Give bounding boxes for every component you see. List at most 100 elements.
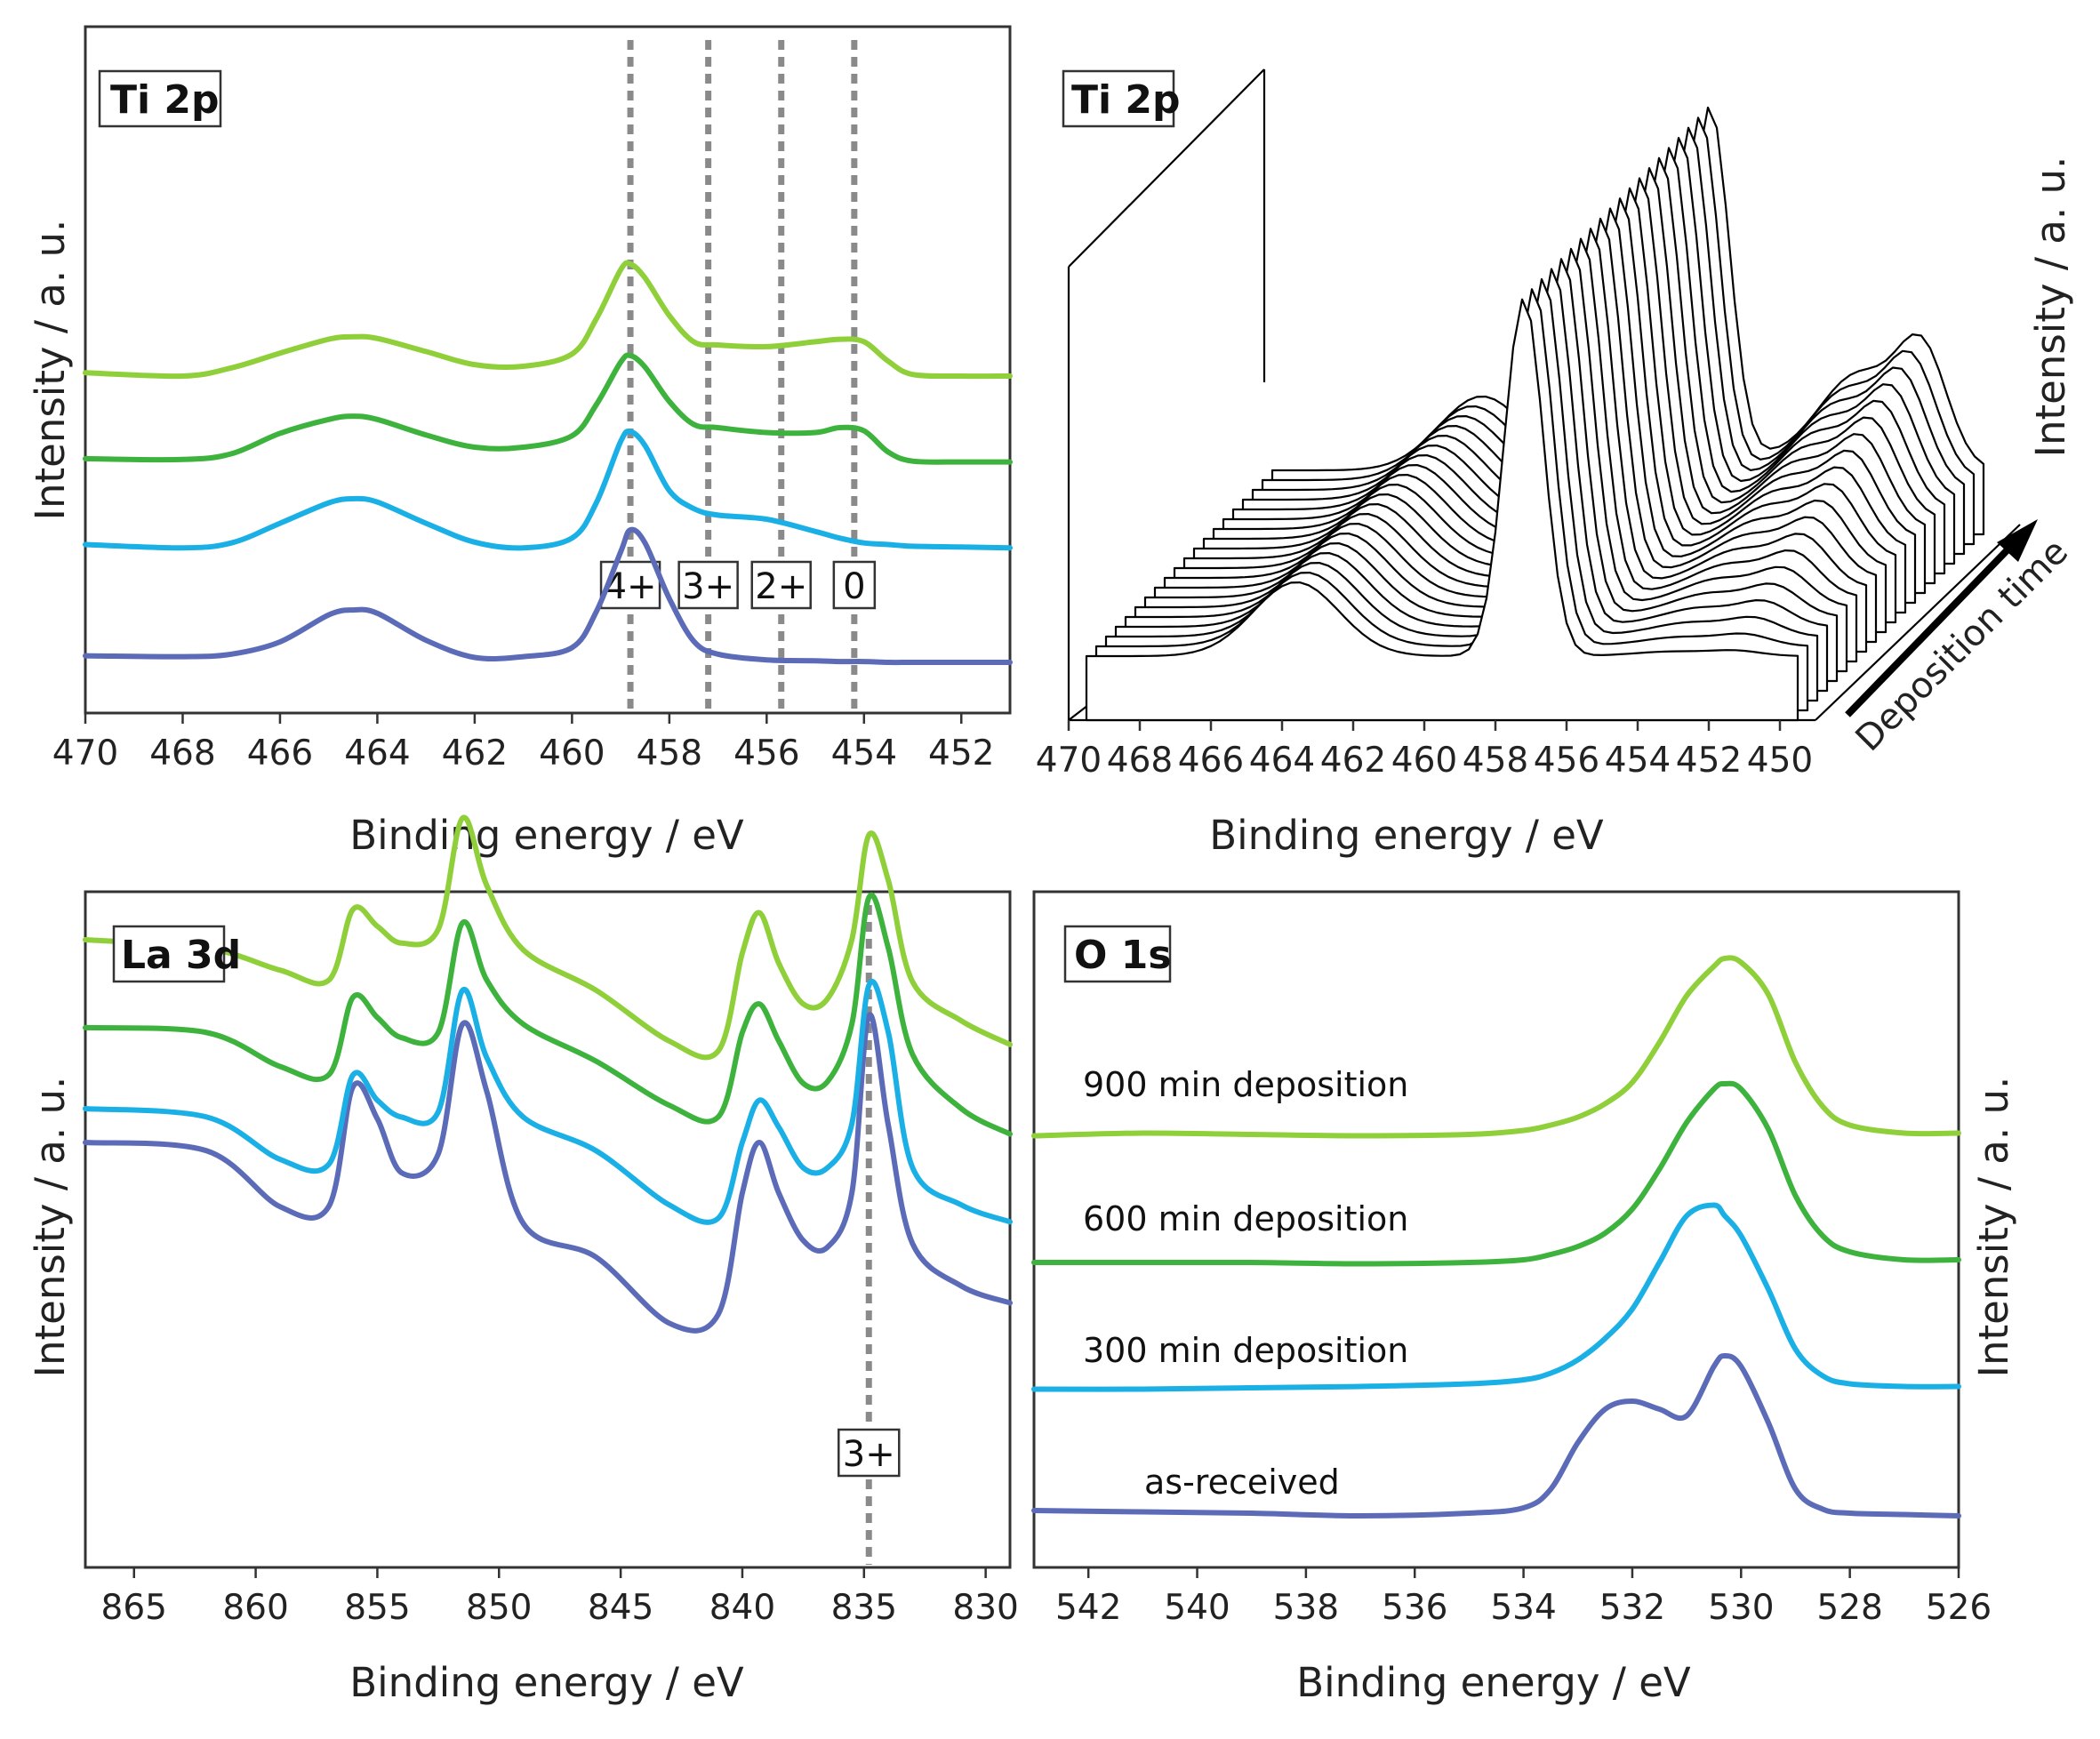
o1s-series-min300 <box>1031 1202 1961 1392</box>
waterfall-x-tick-label: 468 <box>1107 741 1173 781</box>
la3d-x-tick-label: 840 <box>709 1588 775 1628</box>
ti2p-label-box <box>98 69 222 128</box>
o1s-label-box <box>1063 925 1172 983</box>
la3d-x-ticks: 865 860 855 850 845 840 835 830 <box>101 1567 1019 1628</box>
legend-600-min: 600 min deposition <box>1083 1199 1408 1238</box>
waterfall-spectrum <box>1085 298 1799 722</box>
waterfall-x-tick-label: 450 <box>1747 741 1813 781</box>
ti2p-panel-label: Ti 2p <box>110 77 220 123</box>
la3d-x-tick-label: 830 <box>952 1588 1018 1628</box>
o1s-series-min600 <box>1031 1080 1961 1267</box>
ti2p-marker-box <box>832 560 877 610</box>
waterfall-x-tick-label: 466 <box>1178 741 1244 781</box>
o1s-x-tick-label: 530 <box>1708 1588 1774 1628</box>
ti2p-marker-box <box>599 560 661 610</box>
la3d-x-tick-label: 835 <box>831 1588 897 1628</box>
la3d-marker-label: 3+ <box>843 1434 895 1475</box>
o1s-y-axis-label: Intensity / a. u. <box>1970 1077 2017 1378</box>
waterfall-label-box <box>1062 69 1175 128</box>
waterfall-x-tick-label: 464 <box>1249 741 1315 781</box>
o1s-plot-frame <box>1032 890 1960 1569</box>
la3d-plot-frame <box>84 890 1012 1569</box>
legend-900-min: 900 min deposition <box>1083 1065 1408 1104</box>
waterfall-x-tick-label: 462 <box>1320 741 1386 781</box>
o1s-x-ticks: 542 540 538 536 534 532 530 528 526 <box>1055 1567 1992 1628</box>
deposition-time-arrow <box>1845 536 2021 717</box>
la3d-panel-label: La 3d <box>121 933 241 978</box>
ti2p-oxidation-markers: 4+ 3+ 2+ 0 <box>599 40 877 711</box>
o1s-x-tick-label: 540 <box>1164 1588 1230 1628</box>
la3d-label-box <box>112 925 226 983</box>
la3d-marker-box <box>838 1428 901 1478</box>
waterfall-x-tick-label: 470 <box>1036 741 1102 781</box>
ti2p-x-tick-label: 470 <box>52 733 118 773</box>
o1s-x-tick-label: 542 <box>1055 1588 1121 1628</box>
la3d-x-tick-label: 865 <box>101 1588 167 1628</box>
ti2p-x-ticks: 470 468 466 464 462 460 458 456 454 452 <box>52 713 994 773</box>
waterfall-spectra <box>1085 106 1985 722</box>
legend-300-min: 300 min deposition <box>1083 1331 1408 1370</box>
ti2p-x-tick-label: 454 <box>831 733 897 773</box>
ti2p-x-tick-label: 466 <box>247 733 313 773</box>
waterfall-x-tick-label: 456 <box>1534 741 1599 781</box>
waterfall-x-ticks: 470 468 466 464 462 460 458 456 454 452 450 <box>1036 720 1813 781</box>
ti2p-series-min900 <box>83 260 1013 380</box>
o1s-x-tick-label: 536 <box>1382 1588 1447 1628</box>
ti2p-series <box>83 260 1013 666</box>
o1s-panel-label: O 1s <box>1074 933 1172 978</box>
la3d-oxidation-markers: 3+ <box>838 905 901 1565</box>
la3d-spectra-panel: 3+ 865 860 855 850 845 840 835 830 La 3d Bindin… <box>27 814 1019 1706</box>
o1s-x-tick-label: 534 <box>1490 1588 1556 1628</box>
la3d-x-tick-label: 860 <box>222 1588 288 1628</box>
la3d-x-tick-label: 850 <box>466 1588 532 1628</box>
waterfall-panel-label: Ti 2p <box>1071 77 1181 123</box>
o1s-series <box>1031 955 1961 1519</box>
ti2p-series-as_received <box>83 526 1013 666</box>
ti2p-x-tick-label: 452 <box>928 733 994 773</box>
waterfall-x-tick-label: 458 <box>1463 741 1528 781</box>
ti2p-x-tick-label: 458 <box>637 733 702 773</box>
ti2p-plot-frame <box>84 25 1012 715</box>
la3d-x-axis-label: Binding energy / eV <box>349 1659 744 1706</box>
waterfall-y-axis-label: Intensity / a. u. <box>2027 156 2074 458</box>
deposition-time-arrowhead <box>1997 519 2038 562</box>
o1s-x-axis-label: Binding energy / eV <box>1296 1659 1691 1706</box>
ti2p-x-axis-label: Binding energy / eV <box>349 812 744 859</box>
waterfall-x-tick-label: 454 <box>1605 741 1671 781</box>
ti2p-spectra-panel: 4+ 3+ 2+ 0 470 468 466 464 462 460 458 456 454 452 T… <box>27 25 1013 859</box>
ti2p-marker-box <box>677 560 739 610</box>
la3d-series-min300 <box>83 978 1013 1225</box>
la3d-series-min600 <box>83 892 1013 1137</box>
ti2p-x-tick-label: 456 <box>733 733 799 773</box>
la3d-y-axis-label: Intensity / a. u. <box>27 1077 74 1378</box>
o1s-x-tick-label: 526 <box>1926 1588 1992 1628</box>
la3d-series-min900 <box>83 814 1013 1061</box>
o1s-spectra-panel: 542 540 538 536 534 532 530 528 526 O 1s as-rece… <box>1031 890 2017 1706</box>
ti2p-waterfall-panel: 470 468 466 464 462 460 458 456 454 452 450 Ti 2p … <box>1036 68 2076 859</box>
ti2p-marker-label: 0 <box>843 566 865 607</box>
ti2p-y-axis-label: Intensity / a. u. <box>27 220 74 521</box>
ti2p-x-tick-label: 468 <box>149 733 215 773</box>
ti2p-marker-box <box>750 560 812 610</box>
ti2p-series-min300 <box>83 429 1013 551</box>
waterfall-x-tick-label: 460 <box>1391 741 1457 781</box>
legend-as-received: as-received <box>1144 1463 1340 1502</box>
la3d-series-as_received <box>83 1012 1013 1334</box>
ti2p-marker-label: 3+ <box>682 566 734 607</box>
la3d-series <box>83 814 1013 1334</box>
ti2p-x-tick-label: 462 <box>442 733 508 773</box>
ti2p-x-tick-label: 464 <box>344 733 410 773</box>
la3d-x-tick-label: 845 <box>588 1588 653 1628</box>
ti2p-x-tick-label: 460 <box>539 733 605 773</box>
waterfall-x-tick-label: 452 <box>1676 741 1742 781</box>
ti2p-marker-label: 2+ <box>755 566 807 607</box>
la3d-x-tick-label: 855 <box>344 1588 410 1628</box>
o1s-series-min900 <box>1031 955 1961 1139</box>
waterfall-x-axis-label: Binding energy / eV <box>1209 812 1604 859</box>
o1s-series-as_received <box>1031 1352 1961 1519</box>
ti2p-series-min600 <box>83 352 1013 465</box>
o1s-x-tick-label: 538 <box>1273 1588 1339 1628</box>
o1s-x-tick-label: 532 <box>1599 1588 1665 1628</box>
o1s-x-tick-label: 528 <box>1816 1588 1882 1628</box>
